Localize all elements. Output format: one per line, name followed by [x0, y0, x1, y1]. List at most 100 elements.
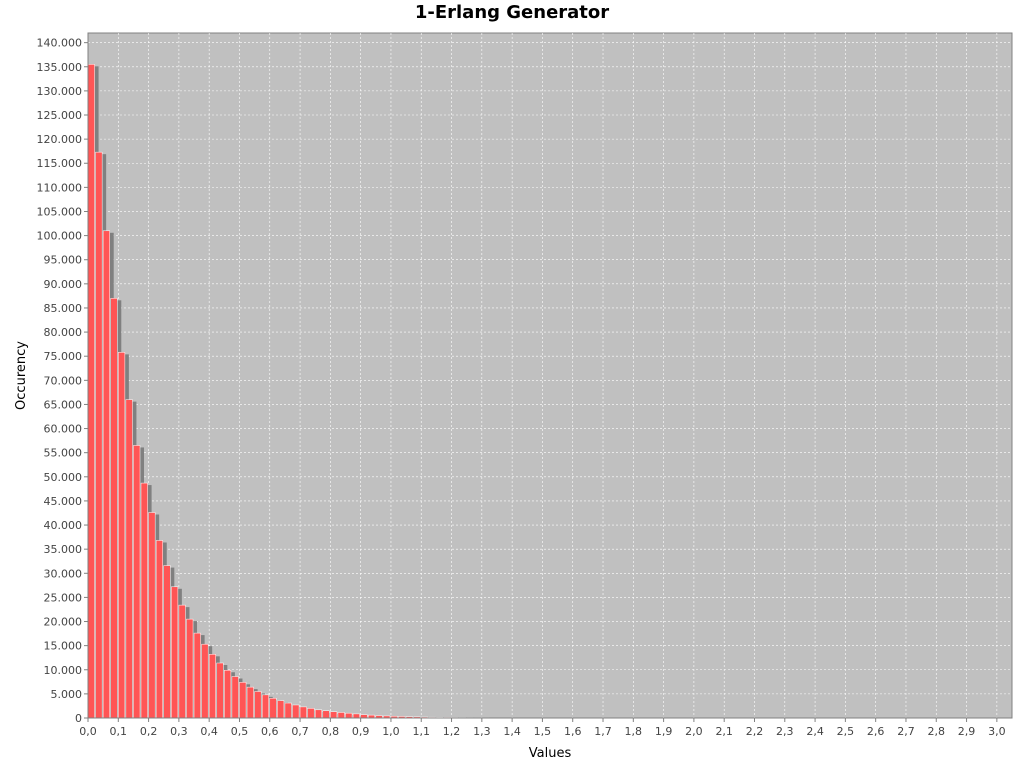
bar-shadow [273, 700, 281, 718]
x-tick-label: 2,5 [837, 725, 855, 738]
x-tick-label: 1,0 [382, 725, 400, 738]
x-tick-label: 0,8 [322, 725, 340, 738]
bar-shadow [243, 684, 251, 718]
histogram-bar [201, 643, 209, 719]
y-tick-label: 50.000 [44, 471, 83, 484]
histogram-bar [155, 540, 163, 719]
x-tick-label: 2,2 [746, 725, 764, 738]
y-tick-label: 10.000 [44, 664, 83, 677]
bar-shadow [296, 706, 304, 718]
histogram-bar [307, 708, 315, 719]
y-tick-label: 20.000 [44, 616, 83, 629]
x-tick-label: 0,9 [352, 725, 370, 738]
plot-area [87, 32, 1013, 719]
bars [87, 64, 519, 719]
bar-shadow [235, 678, 243, 718]
x-tick-label: 1,6 [564, 725, 582, 738]
y-axis-label: Occurency [14, 341, 29, 410]
bar-shadow [190, 621, 198, 718]
bar-shadow [319, 711, 326, 718]
bar-shadow [349, 715, 357, 718]
bar-shadow [92, 66, 99, 718]
histogram-bar [110, 298, 118, 719]
histogram-bar [239, 682, 247, 719]
x-tick-label: 2,0 [685, 725, 703, 738]
histogram-bar [292, 704, 300, 719]
x-tick-label: 2,1 [715, 725, 733, 738]
chart-title: 1-Erlang Generator [414, 2, 610, 23]
bar-shadow [258, 693, 266, 718]
y-tick-label: 75.000 [44, 350, 83, 363]
bar-shadow [311, 710, 319, 718]
histogram-bar [87, 64, 95, 719]
histogram-bar [186, 618, 194, 719]
histogram-bar [299, 706, 307, 719]
y-tick-label: 100.000 [37, 230, 83, 243]
bar-shadow [304, 708, 311, 718]
histogram-bar [254, 691, 262, 719]
bar-shadow [107, 232, 114, 719]
x-tick-label: 2,6 [867, 725, 885, 738]
y-tick-label: 80.000 [44, 326, 83, 339]
histogram-bar [148, 512, 156, 719]
y-tick-label: 45.000 [44, 495, 83, 508]
histogram-bar [102, 230, 110, 719]
y-tick-label: 60.000 [44, 423, 83, 436]
y-tick-label: 0 [75, 712, 82, 725]
histogram-bar [352, 713, 360, 719]
histogram-bar [330, 711, 338, 719]
histogram-bar [133, 445, 141, 719]
bar-shadow [99, 154, 107, 718]
tick-labels: 0 5.000 10.000 15.000 20.000 25.000 30.000 35.0… [37, 37, 1006, 738]
histogram-bar [125, 399, 133, 719]
bar-shadow [326, 712, 334, 718]
histogram-bar [337, 712, 345, 719]
histogram-bar [163, 565, 171, 719]
bar-shadow [281, 702, 288, 718]
x-tick-label: 0,4 [200, 725, 218, 738]
x-tick-label: 2,3 [776, 725, 794, 738]
y-tick-label: 95.000 [44, 254, 83, 267]
histogram-bar [345, 712, 353, 719]
bar-shadow [341, 714, 349, 718]
y-tick-label: 110.000 [37, 181, 83, 194]
y-tick-label: 90.000 [44, 278, 83, 291]
x-tick-label: 2,8 [928, 725, 946, 738]
x-tick-label: 1,1 [412, 725, 430, 738]
bar-shadow [357, 715, 364, 718]
histogram-bar [246, 686, 254, 719]
y-tick-label: 135.000 [37, 61, 83, 74]
y-tick-label: 70.000 [44, 374, 83, 387]
histogram-bar [216, 662, 224, 719]
x-tick-label: 1,2 [443, 725, 461, 738]
y-tick-label: 105.000 [37, 205, 83, 218]
x-tick-label: 0,7 [291, 725, 309, 738]
y-tick-label: 140.000 [37, 37, 83, 50]
x-tick-label: 0,1 [110, 725, 128, 738]
x-tick-label: 2,9 [958, 725, 976, 738]
y-tick-label: 35.000 [44, 543, 83, 556]
histogram-bar [193, 632, 201, 719]
y-tick-label: 85.000 [44, 302, 83, 315]
bar-shadow [114, 300, 122, 718]
axes [84, 33, 1012, 722]
histogram-bar [284, 702, 292, 719]
bar-shadow [251, 689, 258, 718]
bar-shadow [137, 447, 145, 718]
y-tick-label: 40.000 [44, 519, 83, 532]
x-tick-label: 1,5 [534, 725, 552, 738]
x-tick-label: 0,3 [170, 725, 188, 738]
y-tick-label: 25.000 [44, 591, 83, 604]
histogram-bar [360, 714, 368, 719]
x-tick-label: 3,0 [988, 725, 1006, 738]
histogram-bar [140, 482, 148, 719]
histogram-bar [261, 694, 270, 719]
x-tick-label: 1,9 [655, 725, 673, 738]
x-tick-label: 0,6 [261, 725, 279, 738]
bar-shadow [228, 672, 235, 718]
y-tick-label: 125.000 [37, 109, 83, 122]
x-tick-label: 0,5 [231, 725, 249, 738]
bar-shadow [198, 635, 205, 718]
x-tick-label: 2,4 [806, 725, 824, 738]
